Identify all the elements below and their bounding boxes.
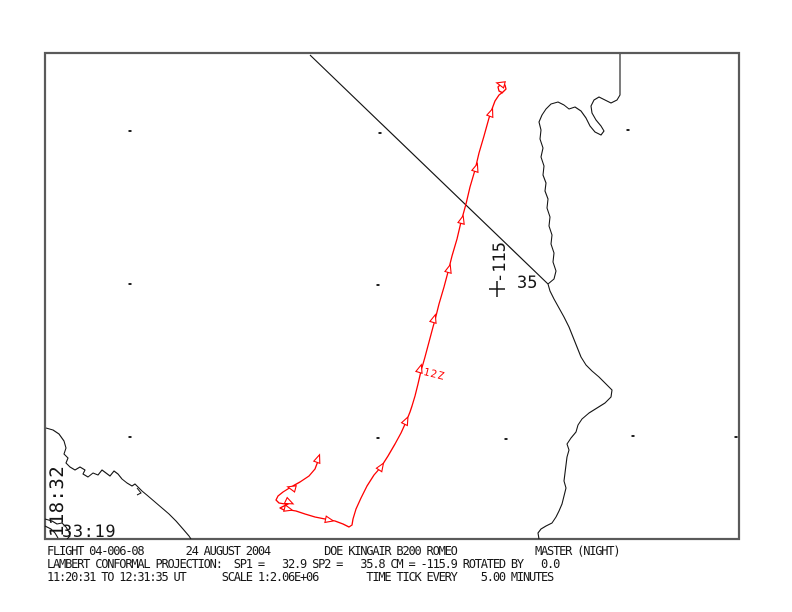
- grid-dots: [128, 129, 738, 440]
- island-outline-b: [44, 525, 59, 539]
- grid-dot: [734, 436, 738, 438]
- grid-dot: [376, 437, 380, 439]
- time-tick-arrow-icon: [324, 515, 335, 524]
- grid-dot: [631, 435, 635, 437]
- time-tick-arrow-icon: [312, 453, 321, 465]
- flight-track-line: [275, 83, 507, 528]
- time-tick-arrow-icon: [414, 363, 423, 375]
- time-tick-arrow-icon: [375, 461, 385, 473]
- footer-time-scale-line: 11:20:31 TO 12:31:35 UT SCALE 1:2.06E+06…: [47, 570, 554, 584]
- footer-flight-info-line: FLIGHT 04-006-08 24 AUGUST 2004 DOE KING…: [47, 544, 621, 558]
- grid-dot: [128, 283, 132, 285]
- time-tick-arrow-icon: [286, 485, 297, 493]
- time-tick-arrow-icon: [457, 214, 465, 225]
- grid-dot: [376, 284, 380, 286]
- time-tick-arrow-icon: [495, 81, 506, 89]
- plot-frame: [43, 51, 741, 541]
- footer-projection-line: LAMBERT CONFORMAL PROJECTION: SP1 = 32.9…: [47, 557, 560, 571]
- gridpoint-cross-icon: [489, 281, 505, 297]
- time-tick-arrow-icon: [283, 496, 295, 505]
- island-outline-a: [44, 518, 71, 540]
- time-tick-arrows: [283, 81, 506, 524]
- time-tick-arrow-icon: [470, 162, 479, 174]
- gridpoint-latitude-label: 35: [517, 273, 538, 293]
- time-tick-arrow-icon: [428, 313, 437, 325]
- corner-latitude-label: 33:19: [62, 522, 117, 542]
- grid-dot: [128, 436, 132, 438]
- grid-dot: [626, 129, 630, 131]
- grid-dot: [504, 438, 508, 440]
- time-tick-arrow-icon: [485, 107, 494, 119]
- grid-dot: [378, 132, 382, 134]
- time-tick-arrow-icon: [444, 263, 452, 274]
- river-border-line: [537, 54, 621, 540]
- coastline: [45, 427, 192, 540]
- gridpoint-longitude-label: -115: [490, 242, 510, 283]
- time-tick-arrow-icon: [400, 415, 409, 427]
- coastline-inlet: [136, 487, 142, 496]
- time-tick-arrow-icon: [283, 504, 294, 512]
- grid-dot: [128, 130, 132, 132]
- state-border-diagonal: [309, 54, 549, 285]
